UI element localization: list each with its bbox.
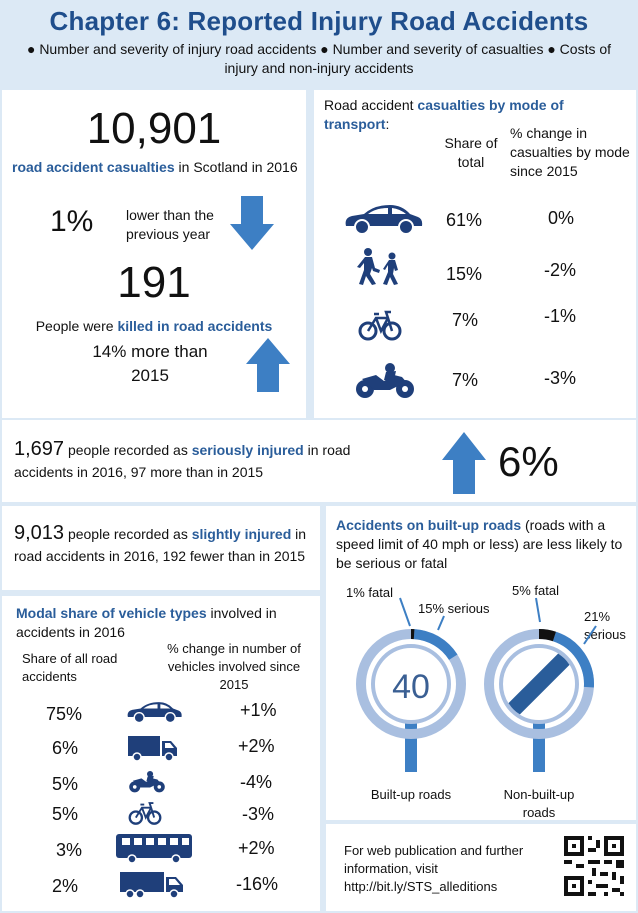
sign1-label: Built-up roads <box>370 787 452 802</box>
mode-change-car: 0% <box>548 208 575 228</box>
footer-panel: For web publication and further informat… <box>326 824 636 911</box>
bus-icon <box>116 834 192 864</box>
vehicles-title-rest: involved in accidents in 2016 <box>16 605 277 640</box>
mode-share-car: 61% <box>446 210 483 230</box>
pedestrian-icon <box>357 248 398 285</box>
builtup-title-bold: Accidents on built-up roads <box>336 517 522 533</box>
vehicle-share-motorcycle: 5% <box>52 774 79 794</box>
slight-panel: 9,013 people recorded as slightly injure… <box>2 506 320 590</box>
builtup-panel: Accidents on built-up roads (roads with … <box>326 506 636 820</box>
mode-title-pre: Road accident <box>324 97 418 113</box>
van-icon <box>128 736 177 762</box>
builtup-title-rest: (roads with a speed limit of 40 mph or l… <box>336 517 623 571</box>
vehicles-col-share: Share of all road accidents <box>22 651 118 684</box>
killed-label-pre: People were <box>35 318 118 334</box>
slight-post: in road accidents in 2016, 192 fewer tha… <box>14 526 307 564</box>
up-arrow-icon <box>246 338 290 392</box>
serious-panel: 1,697 people recorded as seriously injur… <box>2 420 636 502</box>
down-arrow-icon <box>230 196 274 250</box>
page-title: Chapter 6: Reported Injury Road Accident… <box>49 6 589 36</box>
mode-share-pedestrian: 15% <box>446 264 483 284</box>
vehicle-change-bicycle: -3% <box>242 804 275 824</box>
mode-panel: Road accident casualties by mode of tran… <box>314 90 636 418</box>
slight-count: 9,013 <box>14 522 65 544</box>
sign2-label: Non-built-up roads <box>503 787 575 820</box>
vehicle-share-car: 75% <box>46 704 83 724</box>
killed-label-bold: killed in road accidents <box>117 318 273 334</box>
change-text: lower than the previous year <box>126 207 214 242</box>
change-value: 1% <box>50 205 94 238</box>
slight-pre: people recorded as <box>64 526 192 542</box>
vehicle-change-van: +2% <box>238 736 275 756</box>
mode-share-motorcycle: 7% <box>452 370 479 390</box>
sign2-fatal-label: 5% fatal <box>512 583 559 598</box>
total-casualties-label: road accident casualties in Scotland in … <box>12 158 306 177</box>
sign1-serious-arc <box>413 629 458 661</box>
vehicle-change-car: +1% <box>240 700 277 720</box>
serious-post: in road accidents in 2016, 97 more than … <box>14 442 351 480</box>
lorry-icon <box>120 872 183 899</box>
serious-count: 1,697 <box>14 438 65 460</box>
sign1-fatal-label: 1% fatal <box>346 585 393 600</box>
vehicles-title-bold: Modal share of vehicle types <box>16 605 207 621</box>
sign2-serious-label: 21% serious <box>584 609 626 642</box>
qr-code-icon[interactable] <box>564 836 628 900</box>
killed-change: 14% more than 2015 <box>92 342 208 385</box>
footer-text: For web publication and further informat… <box>344 843 524 894</box>
vehicle-share-bus: 3% <box>56 840 83 860</box>
total-casualties: 10,901 <box>86 104 222 153</box>
car-icon <box>127 702 182 724</box>
vehicle-share-lorry: 2% <box>52 876 79 896</box>
vehicles-col-change: % change in number of vehicles involved … <box>167 641 301 692</box>
mode-change-motorcycle: -3% <box>544 368 577 388</box>
page-subtitle: ● Number and severity of injury road acc… <box>26 41 612 76</box>
vehicle-change-bus: +2% <box>238 838 275 858</box>
mode-title: Road accident casualties by mode of tran… <box>324 96 624 134</box>
vehicle-change-motorcycle: -4% <box>240 772 273 792</box>
motorcycle-icon <box>356 363 414 398</box>
casualties-panel: 10,901 road accident casualties in Scotl… <box>2 90 306 418</box>
sign2-fatal-arc <box>538 629 556 642</box>
mode-change-bicycle: -1% <box>544 306 577 326</box>
slight-text: 9,013 people recorded as slightly injure… <box>14 522 318 567</box>
motorcycle-icon <box>129 770 165 793</box>
vehicle-share-van: 6% <box>52 738 79 758</box>
killed-count: 191 <box>117 258 191 307</box>
car-icon <box>345 205 423 235</box>
vehicle-change-lorry: -16% <box>236 874 279 894</box>
bicycle-icon <box>358 310 402 341</box>
mode-col-share: Share of total <box>444 135 498 170</box>
up-arrow-icon <box>442 432 486 494</box>
serious-pre: people recorded as <box>64 442 192 458</box>
mode-share-bicycle: 7% <box>452 310 479 330</box>
vehicle-share-bicycle: 5% <box>52 804 79 824</box>
vehicles-title: Modal share of vehicle types involved in… <box>16 604 312 642</box>
speed-signs: 40 <box>356 597 597 772</box>
bicycle-icon <box>128 802 162 825</box>
mode-title-post: : <box>385 116 390 132</box>
total-label-bold: road accident casualties <box>12 159 175 175</box>
mode-col-change: % change in casualties by mode since 201… <box>510 125 630 179</box>
sign2-serious-arc <box>552 631 594 688</box>
slight-bold: slightly injured <box>191 526 292 542</box>
serious-text: 1,697 people recorded as seriously injur… <box>14 438 384 483</box>
sign1-speed: 40 <box>392 668 430 706</box>
killed-label: People were killed in road accidents <box>2 317 306 336</box>
sign1-serious-label: 15% serious <box>418 601 490 616</box>
serious-change: 6% <box>498 438 559 485</box>
national-speed-limit-icon <box>503 648 575 720</box>
builtup-title: Accidents on built-up roads (roads with … <box>336 516 628 573</box>
mode-change-pedestrian: -2% <box>544 260 577 280</box>
serious-bold: seriously injured <box>191 442 304 458</box>
mode-title-bold: casualties by mode of transport <box>324 97 564 132</box>
vehicles-panel: Modal share of vehicle types involved in… <box>2 596 320 911</box>
total-label-rest: in Scotland in 2016 <box>174 159 298 175</box>
